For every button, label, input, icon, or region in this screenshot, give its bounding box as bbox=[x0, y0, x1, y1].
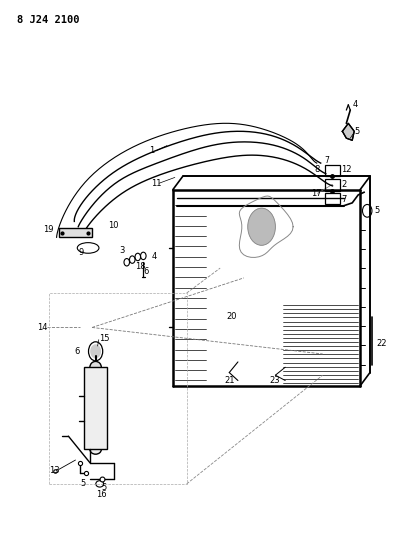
Bar bbox=[325, 193, 339, 205]
Circle shape bbox=[248, 208, 276, 245]
Text: 6: 6 bbox=[74, 347, 80, 356]
Text: 14: 14 bbox=[37, 323, 47, 332]
Text: 15: 15 bbox=[100, 334, 110, 343]
Bar bbox=[325, 179, 339, 191]
Text: 5: 5 bbox=[101, 483, 106, 492]
Bar bbox=[325, 165, 339, 176]
Text: 5: 5 bbox=[354, 127, 359, 136]
Text: 19: 19 bbox=[43, 225, 53, 235]
Text: 7: 7 bbox=[341, 195, 347, 204]
Ellipse shape bbox=[90, 361, 101, 373]
Ellipse shape bbox=[90, 445, 101, 454]
Text: 9: 9 bbox=[78, 248, 83, 257]
Text: 20: 20 bbox=[226, 312, 237, 321]
Bar bbox=[84, 367, 107, 449]
Text: 7: 7 bbox=[325, 156, 330, 165]
Text: 5: 5 bbox=[374, 206, 379, 215]
Text: 10: 10 bbox=[108, 221, 118, 230]
Text: 6: 6 bbox=[143, 268, 149, 276]
Text: 1: 1 bbox=[149, 147, 154, 156]
Text: 8: 8 bbox=[315, 165, 320, 174]
Ellipse shape bbox=[77, 243, 99, 253]
Text: 4: 4 bbox=[151, 253, 156, 262]
Text: 11: 11 bbox=[151, 179, 162, 188]
Text: 4: 4 bbox=[352, 100, 357, 109]
Text: 18: 18 bbox=[135, 262, 145, 271]
Text: 23: 23 bbox=[270, 376, 280, 385]
Polygon shape bbox=[342, 123, 354, 140]
Bar bbox=[58, 228, 92, 237]
Text: 3: 3 bbox=[119, 246, 125, 255]
Text: 12: 12 bbox=[341, 165, 352, 174]
Text: 2: 2 bbox=[341, 180, 347, 189]
Circle shape bbox=[91, 345, 100, 358]
Text: 17: 17 bbox=[311, 189, 322, 198]
Text: 22: 22 bbox=[376, 339, 386, 348]
Text: 13: 13 bbox=[49, 466, 59, 475]
Text: 5: 5 bbox=[80, 479, 85, 488]
Ellipse shape bbox=[96, 481, 104, 487]
Text: 8 J24 2100: 8 J24 2100 bbox=[17, 14, 80, 25]
Text: 16: 16 bbox=[96, 490, 106, 499]
Text: 21: 21 bbox=[224, 376, 235, 385]
